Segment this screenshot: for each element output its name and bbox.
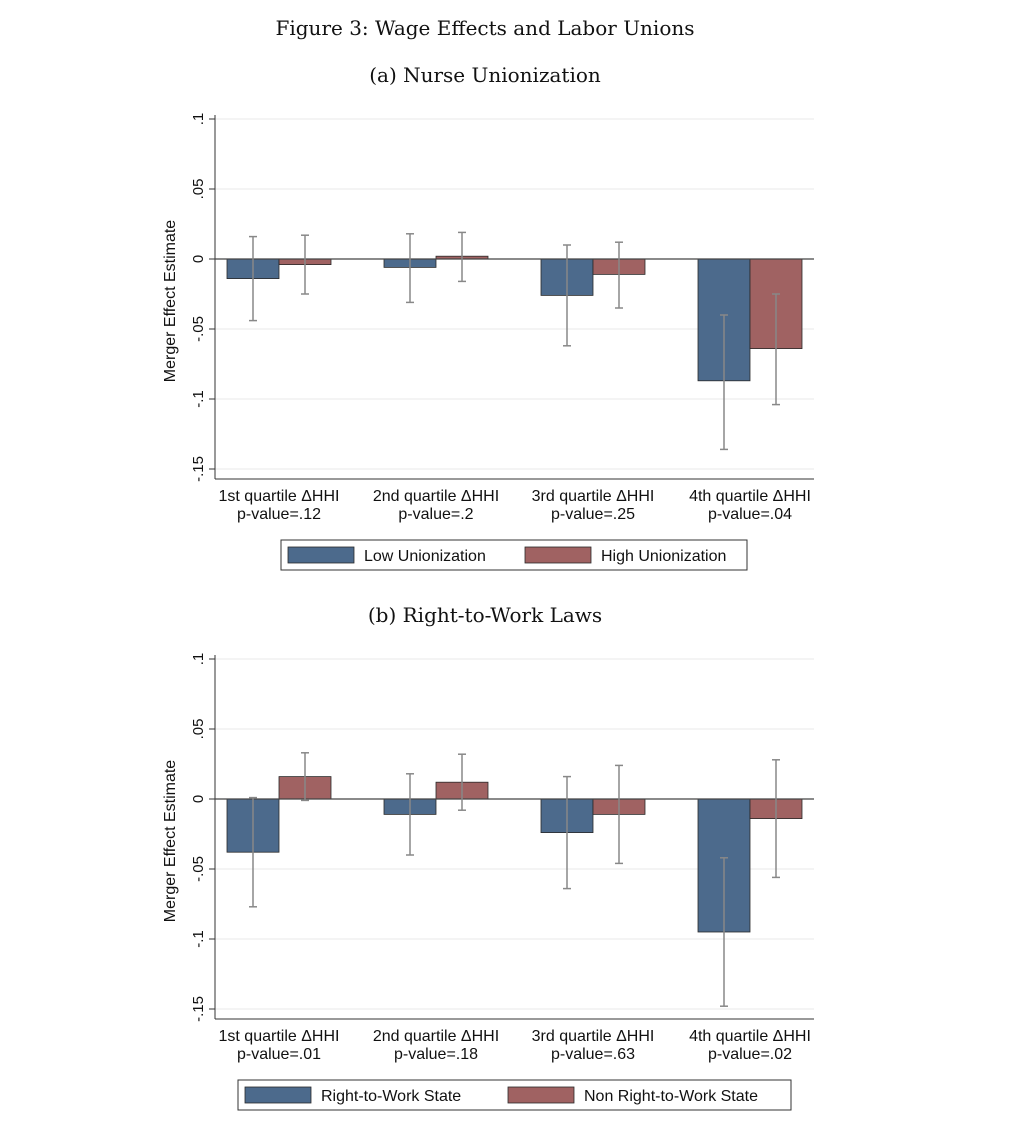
chart-a: .1 .05 0 -.05 -.1 -.15 Merger Effect Estimate 1… [162, 113, 814, 571]
y-tick-label: .05 [190, 719, 207, 740]
category-label: 2nd quartile ΔHHI [373, 1028, 499, 1045]
error-bar [615, 764, 623, 865]
error-bar [458, 231, 466, 283]
y-tick-label: -.05 [190, 856, 207, 882]
p-value-label: p-value=.25 [551, 506, 635, 523]
panel-b-title: (b) Right-to-Work Laws [367, 603, 603, 627]
p-value-label: p-value=.02 [708, 1046, 792, 1063]
y-tick-label: 0 [190, 795, 207, 803]
legend-label: High Unionization [601, 548, 726, 565]
legend-swatch [524, 546, 592, 564]
legend: Low Unionization High Unionization [280, 539, 748, 571]
error-bar [301, 234, 309, 295]
legend-swatch [244, 1086, 312, 1104]
error-bar [720, 857, 728, 1007]
p-value-label: p-value=.18 [394, 1046, 478, 1063]
y-tick-label: -.1 [190, 930, 207, 948]
y-tick-label: -.1 [190, 390, 207, 408]
figure-title: Figure 3: Wage Effects and Labor Unions [275, 16, 695, 40]
error-bar [563, 775, 571, 890]
chart-b: .1 .05 0 -.05 -.1 -.15 Merger Effect Estimate 1… [162, 653, 814, 1111]
legend-swatch [507, 1086, 575, 1104]
legend-label: Right-to-Work State [321, 1088, 461, 1105]
y-tick-label: .05 [190, 179, 207, 200]
legend: Right-to-Work State Non Right-to-Work Sta… [237, 1079, 792, 1111]
p-value-label: p-value=.04 [708, 506, 792, 523]
category-label: 4th quartile ΔHHI [689, 488, 811, 505]
legend-swatch [287, 546, 355, 564]
error-bar [406, 233, 414, 304]
category-label: 1st quartile ΔHHI [219, 1028, 340, 1045]
y-axis-label: Merger Effect Estimate [162, 220, 179, 383]
y-tick-label: .1 [190, 653, 207, 666]
category-label: 4th quartile ΔHHI [689, 1028, 811, 1045]
error-bar [772, 759, 780, 879]
panel-a-title: (a) Nurse Unionization [369, 63, 601, 87]
error-bar [301, 752, 309, 802]
p-value-label: p-value=.12 [237, 506, 321, 523]
legend-label: Low Unionization [364, 548, 486, 565]
error-bar [772, 293, 780, 406]
category-label: 3rd quartile ΔHHI [532, 488, 655, 505]
y-tick-label: .1 [190, 113, 207, 126]
legend-label: Non Right-to-Work State [584, 1088, 758, 1105]
y-tick-label: -.05 [190, 316, 207, 342]
error-bar [720, 314, 728, 451]
p-value-label: p-value=.2 [398, 506, 473, 523]
legend-box [280, 539, 748, 571]
y-tick-label: 0 [190, 255, 207, 263]
category-label: 1st quartile ΔHHI [219, 488, 340, 505]
y-tick-label: -.15 [190, 456, 207, 482]
error-bar [458, 753, 466, 811]
category-label: 3rd quartile ΔHHI [532, 1028, 655, 1045]
y-tick-label: -.15 [190, 996, 207, 1022]
error-bar [406, 773, 414, 856]
y-axis-label: Merger Effect Estimate [162, 760, 179, 923]
error-bar [249, 796, 257, 908]
error-bar [249, 235, 257, 322]
p-value-label: p-value=.63 [551, 1046, 635, 1063]
error-bar [615, 241, 623, 309]
category-label: 2nd quartile ΔHHI [373, 488, 499, 505]
error-bar [563, 244, 571, 347]
p-value-label: p-value=.01 [237, 1046, 321, 1063]
